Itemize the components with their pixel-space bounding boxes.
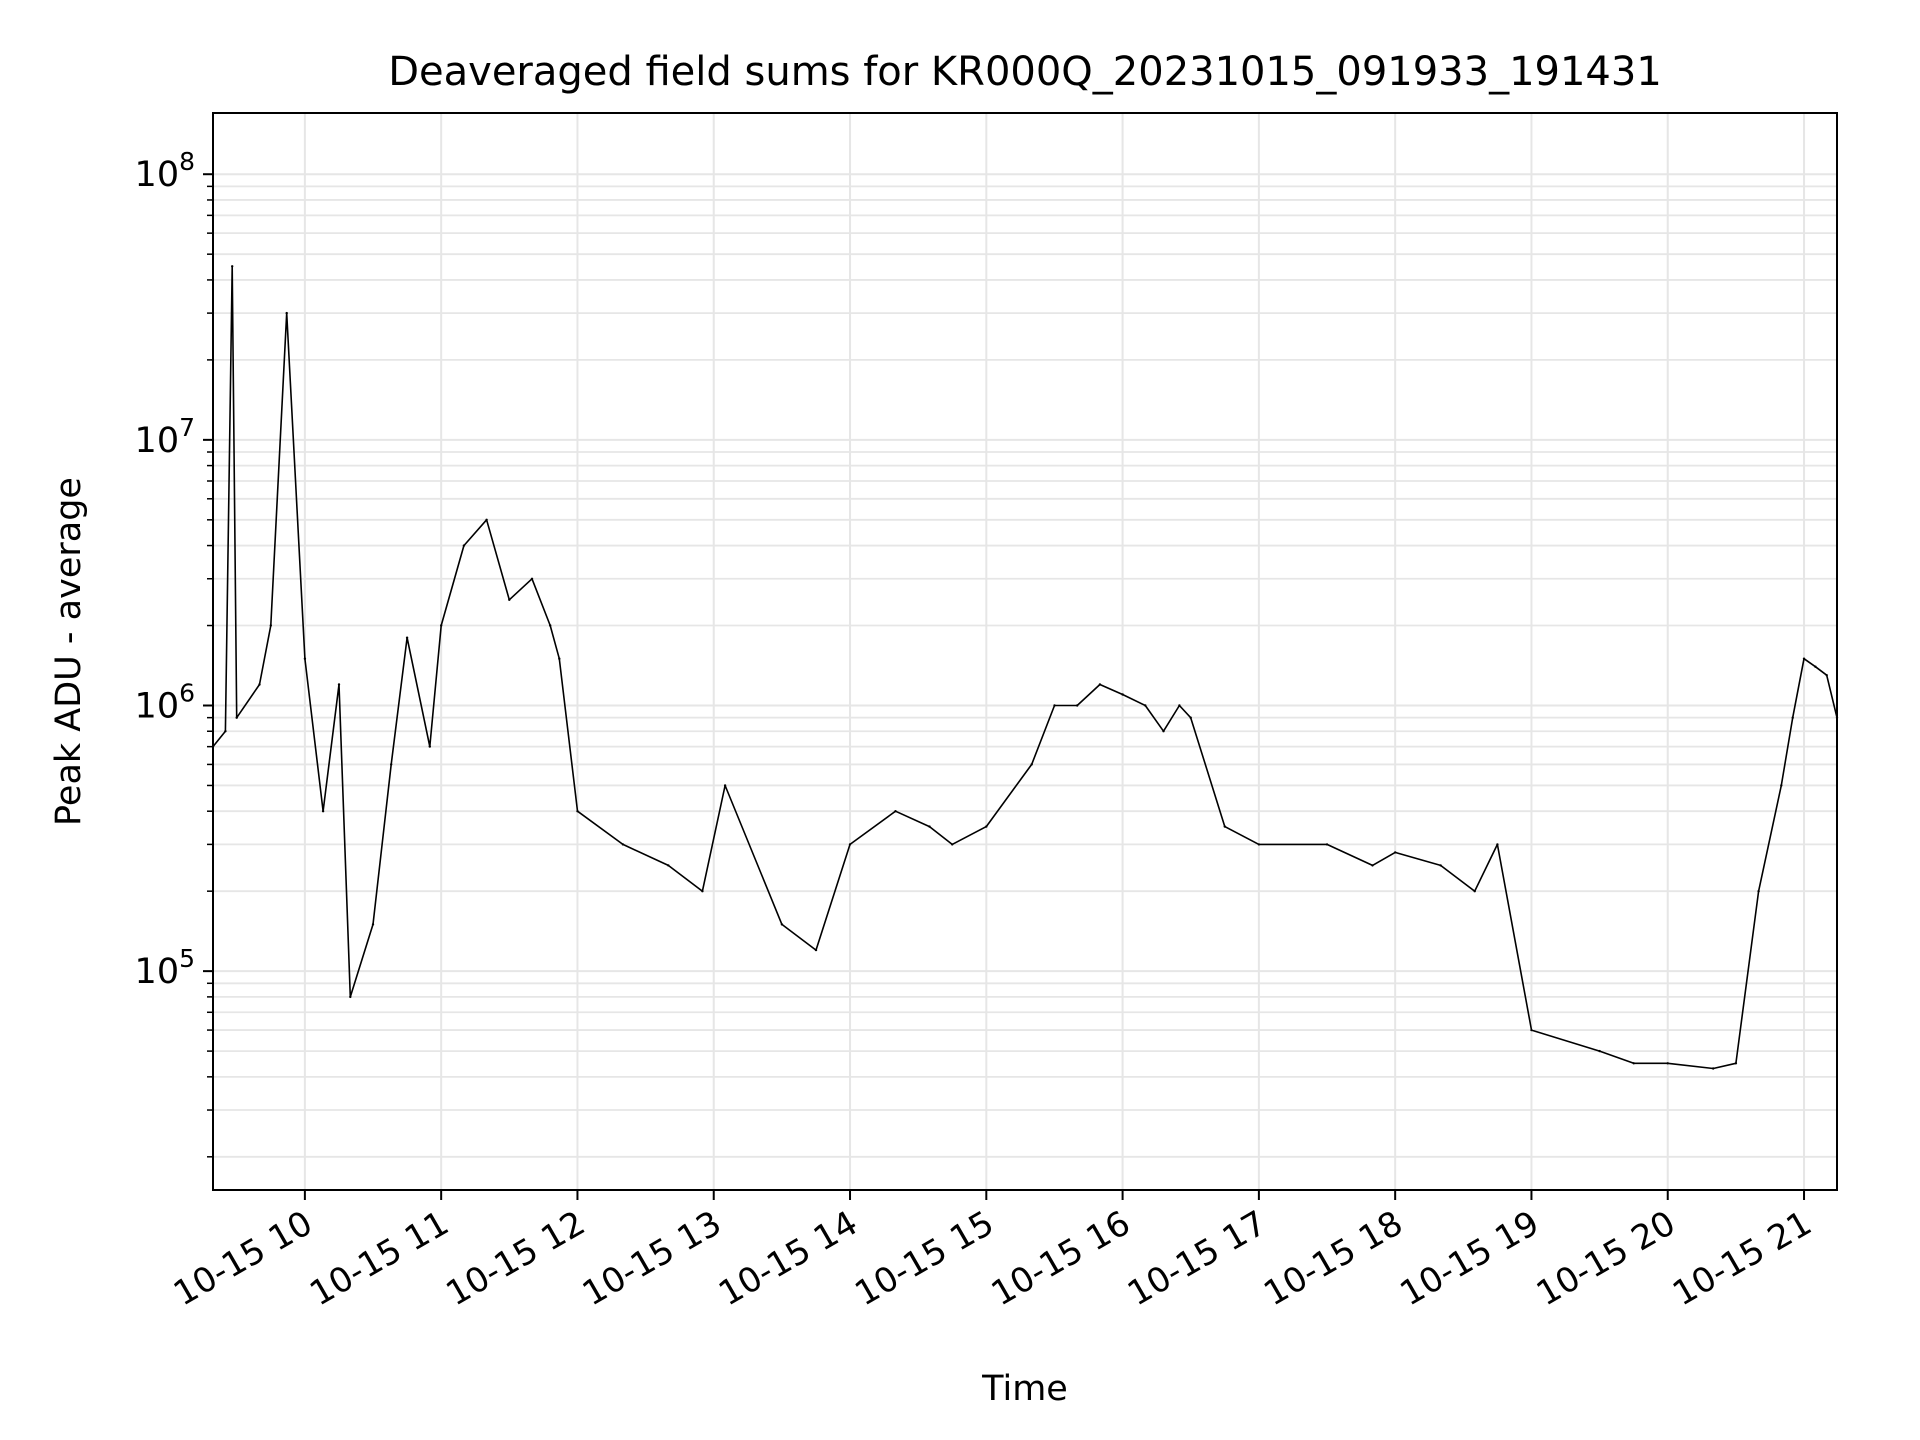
data-point: [1814, 665, 1817, 668]
data-point: [814, 948, 818, 952]
data-point: [780, 923, 784, 926]
data-point: [928, 825, 931, 828]
data-point: [303, 657, 307, 660]
data-point: [1757, 890, 1760, 893]
data-point: [428, 745, 431, 748]
data-point: [951, 843, 954, 846]
data-point: [231, 265, 234, 268]
data-point: [371, 923, 375, 926]
x-axis-label: Time: [981, 1369, 1068, 1409]
data-point: [1223, 825, 1227, 828]
y-tick-label: 107: [135, 413, 195, 461]
data-point: [462, 544, 466, 547]
data-point: [701, 890, 704, 893]
data-point: [1780, 784, 1783, 787]
data-point: [405, 636, 409, 639]
data-point: [1825, 674, 1828, 677]
data-point: [848, 843, 852, 846]
data-point: [576, 810, 579, 813]
data-point: [285, 311, 288, 315]
data-point: [558, 657, 561, 660]
data-point: [1121, 693, 1124, 696]
data-point: [1439, 864, 1442, 867]
data-point: [1530, 1028, 1533, 1032]
data-point: [1144, 704, 1147, 707]
data-point: [258, 683, 261, 686]
data-point: [337, 683, 341, 686]
grid: [213, 113, 1837, 1190]
data-point: [1371, 864, 1374, 867]
data-point: [349, 995, 352, 999]
data-point: [1076, 704, 1079, 707]
data-point: [390, 763, 393, 766]
data-point: [723, 784, 727, 787]
y-tick-label: 108: [135, 147, 195, 195]
data-point: [1178, 704, 1181, 707]
data-point: [440, 624, 443, 627]
data-point: [1053, 704, 1056, 707]
data-point: [1712, 1067, 1715, 1070]
data-point: [894, 810, 897, 813]
data-point: [1325, 843, 1329, 846]
data-point: [1473, 890, 1476, 893]
series-layer: [211, 265, 1839, 1070]
data-point: [235, 716, 238, 719]
data-point: [530, 577, 534, 580]
data-point: [1598, 1049, 1601, 1053]
data-point: [485, 518, 488, 521]
data-point: [224, 730, 227, 733]
data-point: [508, 598, 511, 601]
data-point: [321, 810, 325, 813]
data-point: [1666, 1062, 1669, 1065]
plot-frame: [212, 112, 1838, 1191]
data-point: [1257, 843, 1261, 846]
data-point: [1632, 1062, 1635, 1065]
data-point: [1802, 657, 1806, 660]
data-point: [1394, 851, 1397, 854]
chart-title: Deaveraged field sums for KR000Q_2023101…: [388, 49, 1662, 95]
data-point: [1162, 730, 1165, 733]
data-point: [1189, 716, 1192, 719]
y-axis-label: Peak ADU - average: [49, 477, 89, 826]
data-point: [667, 864, 670, 867]
data-point: [621, 843, 625, 846]
data-point: [1791, 716, 1794, 719]
y-tick-label: 105: [135, 944, 195, 992]
y-tick-label: 106: [135, 678, 195, 726]
data-point: [1496, 843, 1499, 846]
data-point: [1030, 763, 1033, 766]
series-line: [212, 265, 1838, 1070]
data-point: [1734, 1062, 1738, 1065]
data-point: [269, 624, 272, 627]
data-point: [985, 825, 988, 828]
data-point: [549, 624, 552, 627]
data-point: [1098, 683, 1102, 686]
